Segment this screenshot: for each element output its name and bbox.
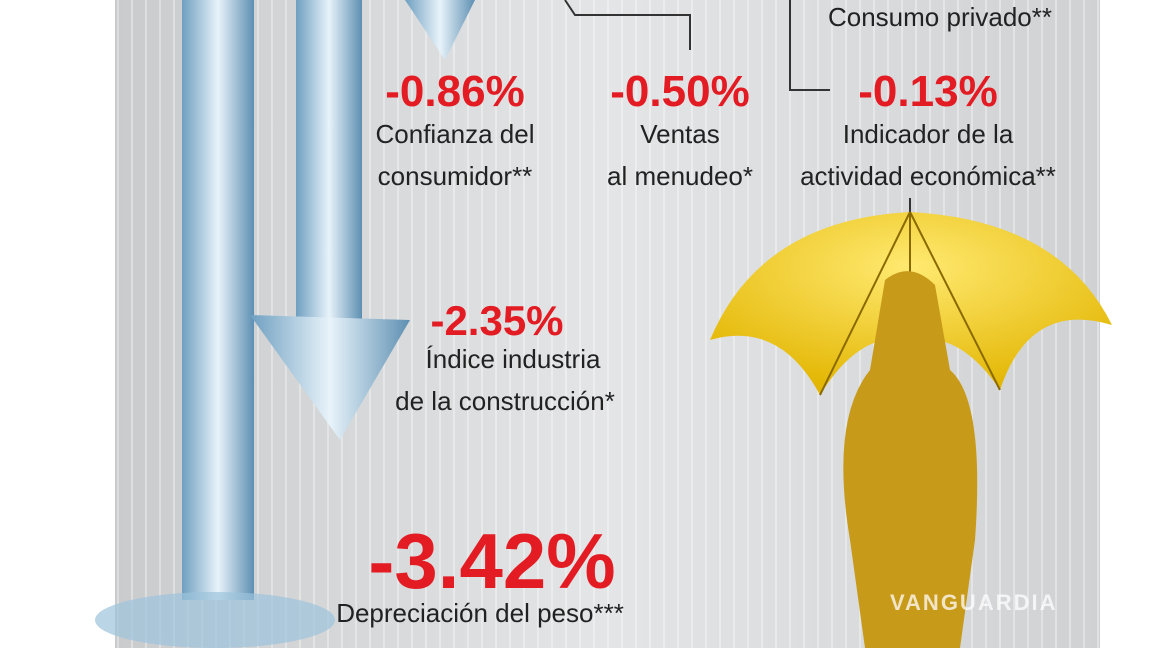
indicator-value: -0.86%: [385, 67, 524, 116]
watermark: VANGUARDIA: [890, 590, 1057, 615]
indicator-label: al menudeo*: [607, 161, 753, 191]
indicator-label: Ventas: [640, 119, 720, 149]
indicator-label: actividad económica**: [800, 161, 1056, 191]
indicator-label: Confianza del: [376, 119, 535, 149]
indicator-label: Depreciación del peso***: [336, 598, 624, 628]
indicator-value: -3.42%: [368, 517, 615, 605]
indicator-label: Indicador de la: [843, 119, 1014, 149]
indicator-label: Índice industria: [426, 344, 601, 374]
indicator-value: -0.13%: [858, 67, 997, 116]
indicator-label: consumidor**: [378, 161, 533, 191]
water-arrows: [95, 0, 475, 648]
indicator-value: -0.50%: [610, 67, 749, 116]
umbrella-figure: [710, 211, 1112, 648]
indicators: Consumo privado** -0.86% Confianza del c…: [336, 2, 1056, 628]
indicator-value: -2.35%: [430, 297, 563, 344]
indicator-label: Consumo privado**: [828, 2, 1052, 32]
indicator-label: de la construcción*: [395, 386, 615, 416]
